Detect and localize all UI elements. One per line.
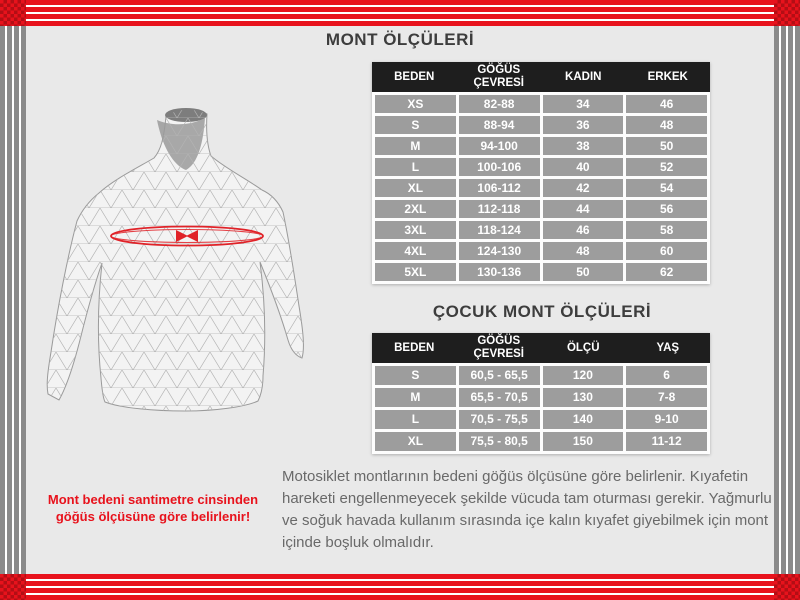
header-yas: YAŞ [656, 341, 680, 354]
measure-arrow-left [176, 230, 188, 242]
table-cell: 82-88 [458, 95, 540, 114]
child-table-header-row: BEDEN GÖĞÜS ÇEVRESİ ÖLÇÜ YAŞ [372, 333, 710, 364]
table-cell: M [375, 137, 456, 156]
table-cell: S [375, 366, 456, 386]
table-cell: 70,5 - 75,5 [458, 410, 540, 430]
child-size-table: BEDEN GÖĞÜS ÇEVRESİ ÖLÇÜ YAŞ S 60,5 - 65… [372, 333, 710, 455]
table-cell: 54 [626, 179, 707, 198]
corner-checker-top-right [774, 0, 800, 26]
table-cell: 46 [542, 221, 624, 240]
table-cell: 94-100 [458, 137, 540, 156]
table-cell: 11-12 [626, 432, 707, 452]
corner-checker-bottom-right [774, 574, 800, 600]
torso-wireframe-figure [45, 100, 315, 420]
jacket-table-header-row: BEDEN GÖĞÜS ÇEVRESİ KADIN ERKEK [372, 62, 710, 93]
header-gogus-cevresi: GÖĞÜS ÇEVRESİ [473, 64, 525, 90]
table-cell: 9-10 [626, 410, 707, 430]
table-cell: 120 [542, 366, 624, 386]
table-cell: 7-8 [626, 388, 707, 408]
table-cell: XS [375, 95, 456, 114]
table-cell: 130 [542, 388, 624, 408]
jacket-size-table: BEDEN GÖĞÜS ÇEVRESİ KADIN ERKEK XS 82-88… [372, 62, 710, 285]
measure-arrow-right [186, 230, 198, 242]
table-cell: L [375, 158, 456, 177]
corner-checker-bottom-left [0, 574, 26, 600]
table-cell: M [375, 388, 456, 408]
table-cell: 2XL [375, 200, 456, 219]
table-cell: 56 [626, 200, 707, 219]
table-cell: 124-130 [458, 242, 540, 261]
table-cell: XL [375, 432, 456, 452]
corner-checker-top-left [0, 0, 26, 26]
table-cell: 34 [542, 95, 624, 114]
table-cell: 62 [626, 263, 707, 282]
top-stripe-border [26, 0, 774, 26]
table-cell: 6 [626, 366, 707, 386]
table-cell: 150 [542, 432, 624, 452]
table-cell: XL [375, 179, 456, 198]
table-cell: 50 [626, 137, 707, 156]
table-cell: 130-136 [458, 263, 540, 282]
table-cell: 3XL [375, 221, 456, 240]
table-cell: S [375, 116, 456, 135]
left-stripe-border [0, 26, 26, 574]
table-cell: 40 [542, 158, 624, 177]
table-cell: 48 [626, 116, 707, 135]
child-table-body: S 60,5 - 65,5 120 6 M 65,5 - 70,5 130 7-… [372, 363, 710, 455]
table-cell: 4XL [375, 242, 456, 261]
header-beden: BEDEN [394, 341, 435, 354]
child-section-title: ÇOCUK MONT ÖLÇÜLERİ [432, 302, 652, 321]
table-cell: L [375, 410, 456, 430]
table-cell: 50 [542, 263, 624, 282]
mesh-overlay [47, 109, 304, 412]
table-cell: 118-124 [458, 221, 540, 240]
table-cell: 48 [542, 242, 624, 261]
page-title: MONT ÖLÇÜLERİ [325, 30, 475, 49]
table-cell: 140 [542, 410, 624, 430]
table-cell: 52 [626, 158, 707, 177]
measurement-note: Mont bedeni santimetre cinsinden göğüs ö… [47, 492, 259, 524]
header-erkek: ERKEK [647, 70, 688, 83]
table-cell: 38 [542, 137, 624, 156]
header-olcu: ÖLÇÜ [566, 341, 600, 354]
table-cell: 44 [542, 200, 624, 219]
table-cell: 75,5 - 80,5 [458, 432, 540, 452]
chest-measurement-line [110, 225, 264, 247]
table-cell: 60,5 - 65,5 [458, 366, 540, 386]
header-gogus-cevresi: GÖĞÜS ÇEVRESİ [473, 335, 525, 361]
table-cell: 46 [626, 95, 707, 114]
bottom-stripe-border [26, 574, 774, 600]
header-kadin: KADIN [565, 70, 602, 83]
jacket-table-body: XS 82-88 34 46 S 88-94 36 48 M 94-100 38… [372, 92, 710, 285]
table-cell: 106-112 [458, 179, 540, 198]
table-cell: 42 [542, 179, 624, 198]
table-cell: 100-106 [458, 158, 540, 177]
table-cell: 65,5 - 70,5 [458, 388, 540, 408]
header-beden: BEDEN [394, 70, 435, 83]
table-cell: 112-118 [458, 200, 540, 219]
table-cell: 58 [626, 221, 707, 240]
torso-wireframe-svg [46, 108, 304, 412]
table-cell: 5XL [375, 263, 456, 282]
description-paragraph: Motosiklet montlarının bedeni göğüs ölçü… [282, 468, 772, 552]
table-cell: 36 [542, 116, 624, 135]
right-stripe-border [774, 26, 800, 574]
table-cell: 88-94 [458, 116, 540, 135]
table-cell: 60 [626, 242, 707, 261]
